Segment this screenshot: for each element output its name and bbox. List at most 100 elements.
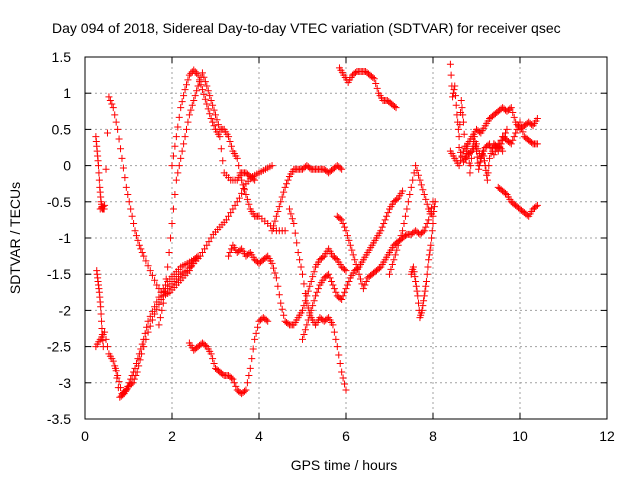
data-point (272, 274, 280, 282)
data-point-interp (404, 198, 412, 206)
data-point-interp (393, 246, 401, 254)
data-point-interp (369, 74, 377, 82)
data-point-interp (235, 162, 243, 170)
data-point (457, 96, 465, 104)
data-point-interp (480, 157, 488, 165)
data-point (268, 259, 276, 267)
data-point (346, 241, 354, 249)
data-point (109, 357, 117, 365)
data-point-interp (519, 128, 527, 136)
data-point-interp (219, 370, 227, 378)
data-point-interp (111, 111, 119, 119)
data-point-interp (137, 245, 145, 253)
data-point-interp (201, 95, 209, 103)
data-point-interp (502, 129, 509, 137)
y-tick-label: -2.5 (47, 339, 71, 355)
data-point (203, 82, 211, 90)
data-point-interp (430, 203, 438, 211)
data-point-interp (184, 118, 192, 126)
data-point-interp (200, 73, 208, 81)
data-point-interp (419, 302, 427, 310)
data-point (216, 133, 224, 141)
data-point (177, 104, 185, 112)
data-point-interp (171, 191, 179, 199)
data-point-interp (183, 125, 190, 133)
data-point-interp (262, 316, 270, 324)
data-point (299, 270, 306, 278)
data-point-interp (459, 111, 467, 119)
data-point (516, 118, 524, 126)
data-point (431, 198, 439, 206)
data-point-interp (313, 288, 321, 296)
data-point (290, 220, 298, 228)
data-point (303, 299, 311, 307)
data-point-interp (124, 191, 132, 199)
data-point (118, 154, 126, 162)
data-point-interp (513, 125, 521, 133)
data-point-interp (241, 387, 248, 395)
data-point-interp (339, 374, 347, 382)
data-point-interp (391, 102, 399, 110)
data-point-interp (245, 200, 253, 208)
data-point (101, 328, 109, 336)
data-point (98, 325, 106, 332)
data-point-interp (108, 100, 116, 108)
data-point (294, 248, 302, 256)
data-point-interp (233, 198, 241, 206)
data-point (475, 165, 483, 173)
data-point-interp (425, 251, 433, 259)
data-point-interp (245, 250, 253, 258)
data-point (418, 306, 426, 314)
data-point-interp (262, 253, 270, 261)
data-point-interp (271, 269, 279, 277)
data-point-interp (515, 122, 523, 130)
data-point-interp (245, 372, 253, 380)
data-point-interp (193, 253, 201, 261)
axis-ticks (84, 56, 608, 420)
data-point-interp (274, 207, 282, 215)
data-point (168, 162, 176, 170)
data-point (246, 364, 254, 372)
data-point-interp (227, 245, 235, 253)
data-point-interp (142, 335, 150, 343)
data-point-interp (478, 151, 486, 159)
data-point (342, 386, 350, 394)
data-point (392, 104, 400, 112)
data-point-interp (132, 232, 140, 240)
data-point-interp (155, 300, 163, 308)
data-point-interp (239, 181, 247, 189)
data-point-interp (146, 322, 154, 330)
data-point (390, 256, 398, 264)
data-point-interp (451, 92, 459, 100)
data-point-interp (343, 232, 351, 240)
data-point (325, 270, 333, 278)
x-tick-label: 2 (168, 428, 176, 444)
data-point-interp (306, 164, 314, 172)
data-point (185, 71, 193, 79)
data-point-interp (422, 223, 430, 231)
data-point-interp (270, 222, 277, 230)
data-point-interp (280, 311, 288, 319)
data-point (238, 176, 246, 184)
data-point (427, 241, 435, 249)
data-point (338, 165, 346, 173)
data-point (399, 187, 407, 195)
data-point-interp (206, 110, 214, 118)
data-point-interp (391, 251, 399, 259)
data-point-interp (115, 378, 123, 386)
data-point-interp (457, 157, 465, 165)
data-point-interp (102, 165, 110, 173)
data-point-interp (209, 355, 217, 363)
data-point-interp (510, 133, 518, 141)
data-point-interp (141, 329, 149, 337)
data-point-interp (297, 263, 305, 271)
data-point-interp (485, 162, 493, 170)
data-point-interp (227, 374, 235, 382)
data-point-interp (493, 144, 501, 151)
series-pass-k (285, 205, 350, 394)
y-tick-label: -0.5 (47, 194, 71, 210)
data-point-interp (151, 276, 159, 284)
data-point-interp (191, 92, 199, 100)
data-point (446, 60, 454, 68)
data-point (198, 86, 206, 94)
